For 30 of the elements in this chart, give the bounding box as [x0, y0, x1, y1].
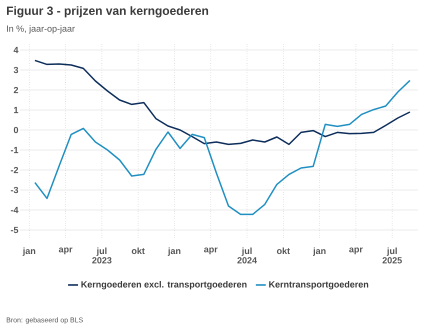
x-tick-label: apr — [204, 247, 218, 254]
x-tick-label: jul — [242, 247, 252, 256]
x-tick-label: jul — [96, 247, 106, 256]
y-tick-label: -5 — [10, 226, 18, 234]
legend-label: Kerngoederen excl. transportgoederen — [81, 280, 247, 290]
y-tick-label: 2 — [14, 86, 18, 94]
line-series — [34, 80, 411, 216]
y-tick-label: 3 — [14, 66, 18, 74]
text: 2023 — [92, 257, 112, 264]
x-tick-label: jan — [312, 247, 326, 256]
chart-title: Figuur 3 - prijzen van kerngoederen — [6, 6, 208, 18]
y-tick-label: -4 — [10, 206, 18, 214]
x-tick-label: apr — [349, 247, 363, 254]
chart-subtitle: In %, jaar-op-jaar — [7, 25, 75, 34]
y-tick-label: -3 — [10, 186, 18, 194]
y-tick-label: -1 — [10, 146, 18, 154]
y-tick-label: 1 — [14, 106, 18, 114]
y-tick-label: -2 — [10, 166, 18, 174]
x-tick-label: jan — [22, 247, 36, 256]
x-tick-label: okt — [132, 247, 145, 254]
x-tick-label: jul — [386, 247, 397, 256]
y-tick-label: 4 — [14, 46, 18, 54]
x-tick-label: okt — [276, 247, 290, 254]
legend-label: Kerntransportgoederen — [269, 280, 368, 290]
x-tick-label: jan — [168, 247, 180, 256]
text: 2024 — [237, 257, 257, 264]
text: 2025 — [382, 257, 402, 264]
y-tick-label: 0 — [14, 126, 18, 134]
line-series — [34, 60, 411, 146]
x-tick-label: apr — [58, 247, 72, 254]
